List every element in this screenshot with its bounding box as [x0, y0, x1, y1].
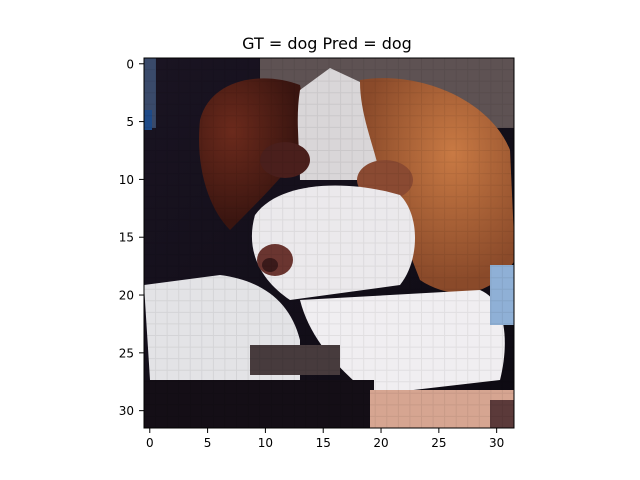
x-tick-label: 0 — [146, 436, 154, 450]
x-tick-label: 25 — [431, 436, 446, 450]
x-tick-label: 20 — [373, 436, 388, 450]
plot-frame — [143, 57, 515, 429]
dog-image — [144, 58, 514, 428]
y-tick-label: 25 — [119, 346, 134, 360]
y-tick-label: 0 — [126, 57, 134, 71]
x-tick-label: 5 — [204, 436, 212, 450]
y-axis: 0 5 10 15 20 25 30 — [119, 57, 144, 418]
x-tick-label: 30 — [489, 436, 504, 450]
y-tick-label: 5 — [126, 115, 134, 129]
y-tick-label: 20 — [119, 289, 134, 303]
x-axis: 0 5 10 15 20 25 30 — [146, 428, 504, 450]
y-tick-label: 15 — [119, 231, 134, 245]
image-plot-area — [143, 57, 515, 429]
y-tick-label: 10 — [119, 173, 134, 187]
y-tick-label: 30 — [119, 404, 134, 418]
figure-title: GT = dog Pred = dog — [242, 34, 412, 53]
x-tick-label: 10 — [258, 436, 273, 450]
x-tick-label: 15 — [316, 436, 331, 450]
